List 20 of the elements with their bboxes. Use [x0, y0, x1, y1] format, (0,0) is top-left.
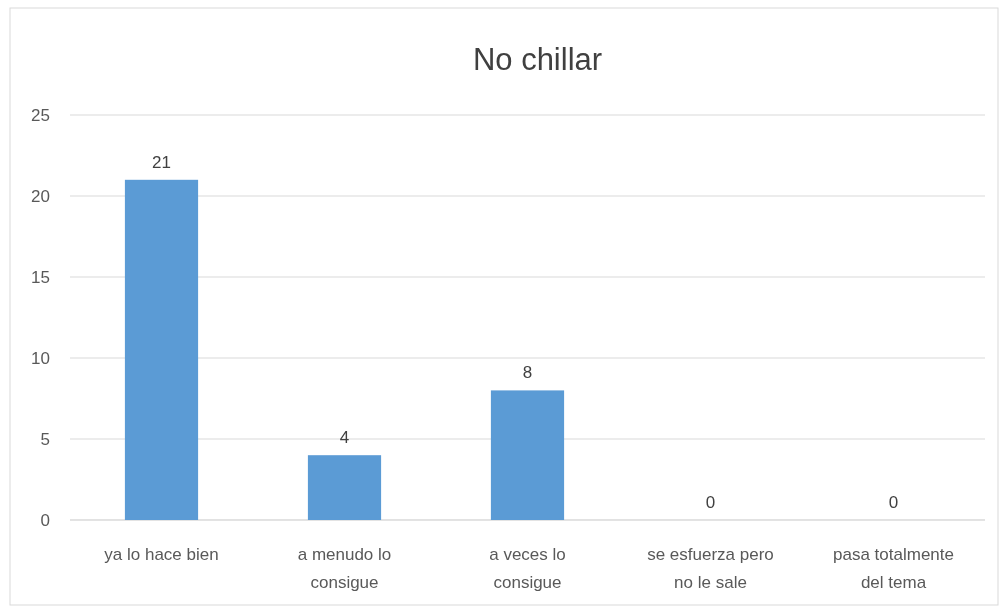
x-tick-label: se esfuerza pero no le sale — [647, 545, 774, 592]
bar — [307, 455, 382, 520]
y-tick-label: 15 — [31, 267, 50, 287]
data-label: 8 — [522, 363, 533, 383]
x-tick-label: a veces lo consigue — [489, 545, 566, 592]
bar — [124, 179, 199, 520]
y-tick-label: 0 — [40, 510, 50, 530]
bar — [490, 390, 565, 520]
data-label: 0 — [705, 493, 716, 512]
data-label: 4 — [339, 428, 350, 448]
x-tick-label: a menudo lo consigue — [297, 545, 392, 592]
y-tick-label: 25 — [31, 105, 50, 125]
y-tick-label: 5 — [40, 429, 50, 449]
data-label: 21 — [152, 152, 171, 172]
x-tick-label: pasa totalmente del tema — [833, 545, 954, 592]
data-label: 0 — [888, 493, 899, 512]
x-tick-label: ya lo hace bien — [104, 545, 219, 564]
y-tick-label: 10 — [31, 348, 50, 368]
y-tick-label: 20 — [31, 186, 50, 206]
chart-title: No chillar — [472, 42, 603, 77]
